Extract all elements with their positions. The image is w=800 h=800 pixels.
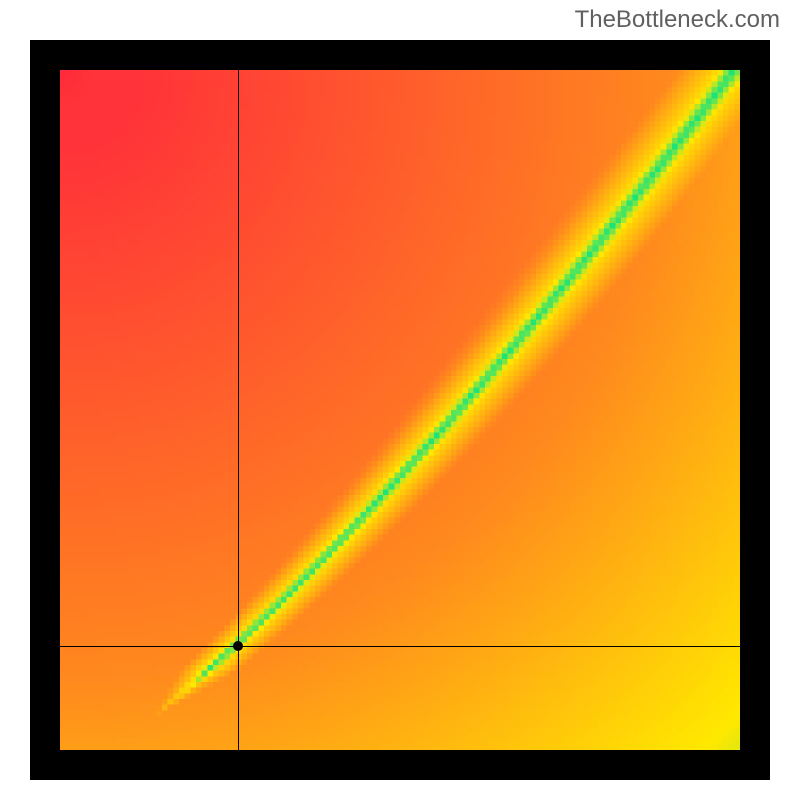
heatmap-region: [60, 70, 740, 750]
heatmap-canvas: [60, 70, 740, 750]
watermark-text: TheBottleneck.com: [575, 6, 780, 34]
crosshair-horizontal: [60, 646, 740, 647]
chart-border: [30, 40, 770, 780]
crosshair-marker: [233, 641, 243, 651]
